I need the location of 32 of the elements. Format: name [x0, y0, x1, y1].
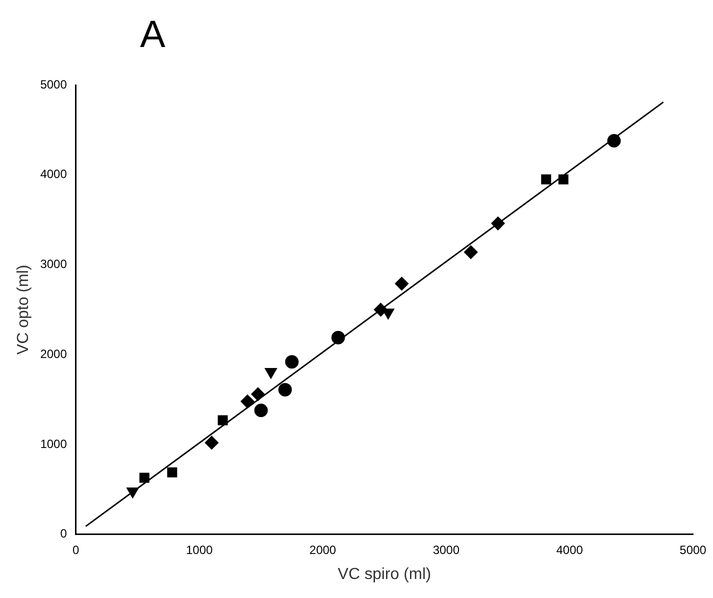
y-tick-label: 2000	[40, 346, 68, 361]
x-tick-label: 3000	[432, 542, 460, 557]
point	[278, 382, 292, 396]
point	[139, 472, 150, 483]
point	[491, 216, 505, 230]
point	[167, 467, 178, 478]
point	[558, 174, 568, 184]
point	[251, 387, 265, 401]
point	[285, 355, 299, 369]
x-tick-label: 0	[72, 542, 80, 557]
point	[264, 368, 277, 378]
y-tick-label: 0	[60, 526, 68, 541]
point	[607, 134, 621, 148]
y-tick-label: 1000	[40, 436, 68, 451]
point	[218, 415, 228, 426]
x-axis-title: VC spiro (ml)	[338, 566, 432, 583]
y-tick-label: 5000	[40, 77, 68, 92]
x-tick-label: 1000	[186, 542, 213, 557]
y-tick-label: 3000	[40, 257, 68, 272]
y-axis-title: VC opto (ml)	[15, 264, 32, 355]
point	[204, 436, 218, 450]
point	[240, 394, 254, 408]
y-tick-label: 4000	[40, 167, 68, 182]
point	[254, 404, 268, 418]
point	[331, 330, 345, 344]
point	[541, 174, 552, 184]
x-tick-label: 5000	[680, 542, 707, 557]
point	[464, 245, 478, 259]
x-tick-label: 4000	[556, 542, 584, 557]
point	[394, 276, 408, 290]
x-tick-label: 2000	[309, 542, 336, 557]
chart-title: A	[140, 14, 166, 57]
